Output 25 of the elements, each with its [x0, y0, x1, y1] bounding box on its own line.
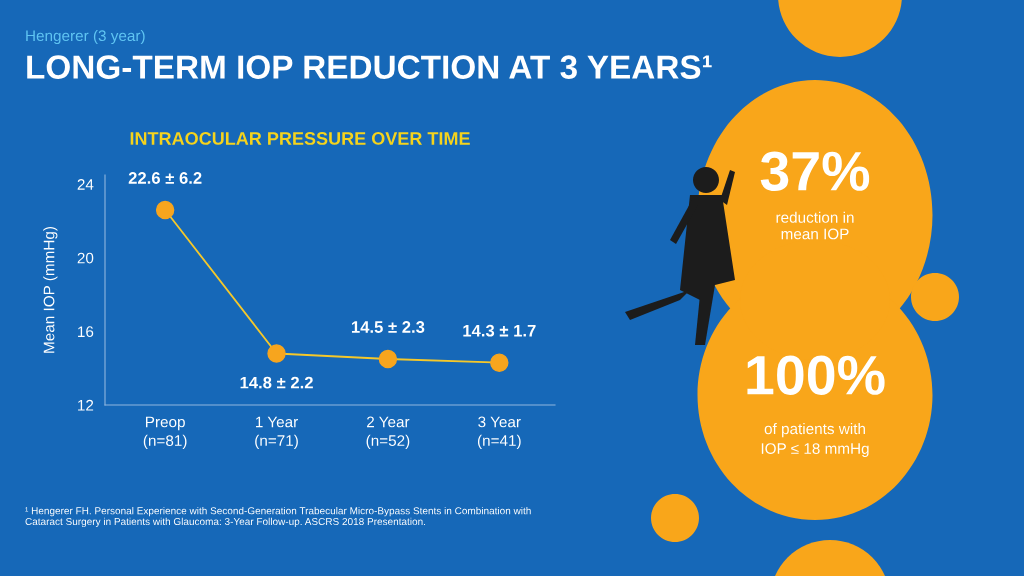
text: reduction in mean IOP [776, 211, 854, 240]
data-label: 14.8 ± 2.2 [240, 376, 313, 389]
data-label: 22.6 ± 6.2 [128, 172, 202, 184]
text: 100% [747, 355, 885, 395]
chart-subtitle: INTRAOCULAR PRESSURE OVER TIME [130, 132, 470, 145]
x-tick-label: 2 Year (n=52) [366, 416, 410, 450]
text: of patients with IOP ≤ 18 mmHg [761, 422, 869, 458]
data-label: 14.3 ± 1.7 [463, 324, 536, 337]
y-axis-title: Mean IOP (mmHg) [43, 226, 58, 353]
text: 37% [760, 151, 870, 191]
y-tick-label: 20 [77, 252, 94, 264]
text: ¹ Hengerer FH. Personal Experience with Second-Generation Trabecular Micro-Bypass Stents in Combination with Cataract Surgery in Patients with Glaucoma: 3-Year Follow-up. ASCRS 2018 Presentation. [25, 506, 531, 528]
point [490, 353, 509, 372]
point [267, 344, 286, 363]
x-tick-label: 3 Year (n=41) [477, 416, 521, 450]
y-tick-label: 16 [78, 326, 94, 338]
text: Hengerer (3 year) [26, 29, 145, 45]
y-tick-label: 24 [77, 179, 94, 190]
x-tick-label: 1 Year (n=71) [255, 416, 298, 450]
point [378, 349, 398, 369]
chart-title: LONG-TERM IOP REDUCTION AT 3 YEARS¹ [27, 55, 712, 79]
y-tick-label: 12 [78, 399, 94, 411]
data-label: 14.5 ± 2.3 [351, 321, 425, 333]
point [155, 200, 175, 220]
x-tick-label: Preop (n=81) [143, 416, 187, 450]
